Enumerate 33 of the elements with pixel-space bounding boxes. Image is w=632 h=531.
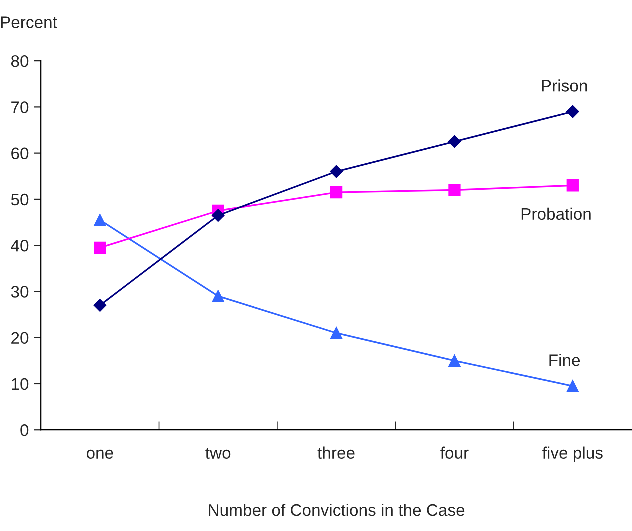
point bbox=[330, 327, 343, 340]
y-tick-label: 40 bbox=[11, 240, 29, 252]
point bbox=[94, 299, 107, 312]
series-label: Prison bbox=[542, 80, 588, 92]
y-tick-label: 80 bbox=[11, 55, 29, 68]
point bbox=[212, 290, 224, 302]
x-axis-title: Number of Convictions in the Case bbox=[209, 504, 465, 516]
point bbox=[94, 214, 106, 226]
point bbox=[566, 180, 579, 192]
y-tick-label: 0 bbox=[20, 424, 29, 436]
y-tick-label: 10 bbox=[12, 378, 29, 390]
series-label: Fine bbox=[550, 354, 580, 366]
y-tick-label: 50 bbox=[11, 194, 29, 206]
point bbox=[448, 184, 461, 196]
point bbox=[448, 135, 462, 148]
point bbox=[212, 209, 225, 222]
y-axis-title: Percent bbox=[1, 16, 58, 28]
point bbox=[448, 354, 461, 367]
y-tick-label: 30 bbox=[11, 286, 29, 298]
point bbox=[566, 380, 579, 392]
y-tick-label: 60 bbox=[12, 148, 29, 160]
point bbox=[330, 165, 343, 178]
point bbox=[566, 105, 580, 118]
x-tick-label: two bbox=[206, 448, 231, 460]
x-tick-label: one bbox=[86, 450, 114, 460]
y-tick-label: 20 bbox=[12, 332, 29, 344]
y-tick-label: 70 bbox=[12, 102, 29, 114]
point bbox=[330, 186, 343, 199]
series-label: Probation bbox=[522, 208, 591, 220]
x-tick-label: three bbox=[318, 446, 355, 460]
x-tick-label: five plus bbox=[542, 446, 603, 462]
point bbox=[94, 242, 106, 254]
x-tick-label: four bbox=[440, 446, 469, 460]
